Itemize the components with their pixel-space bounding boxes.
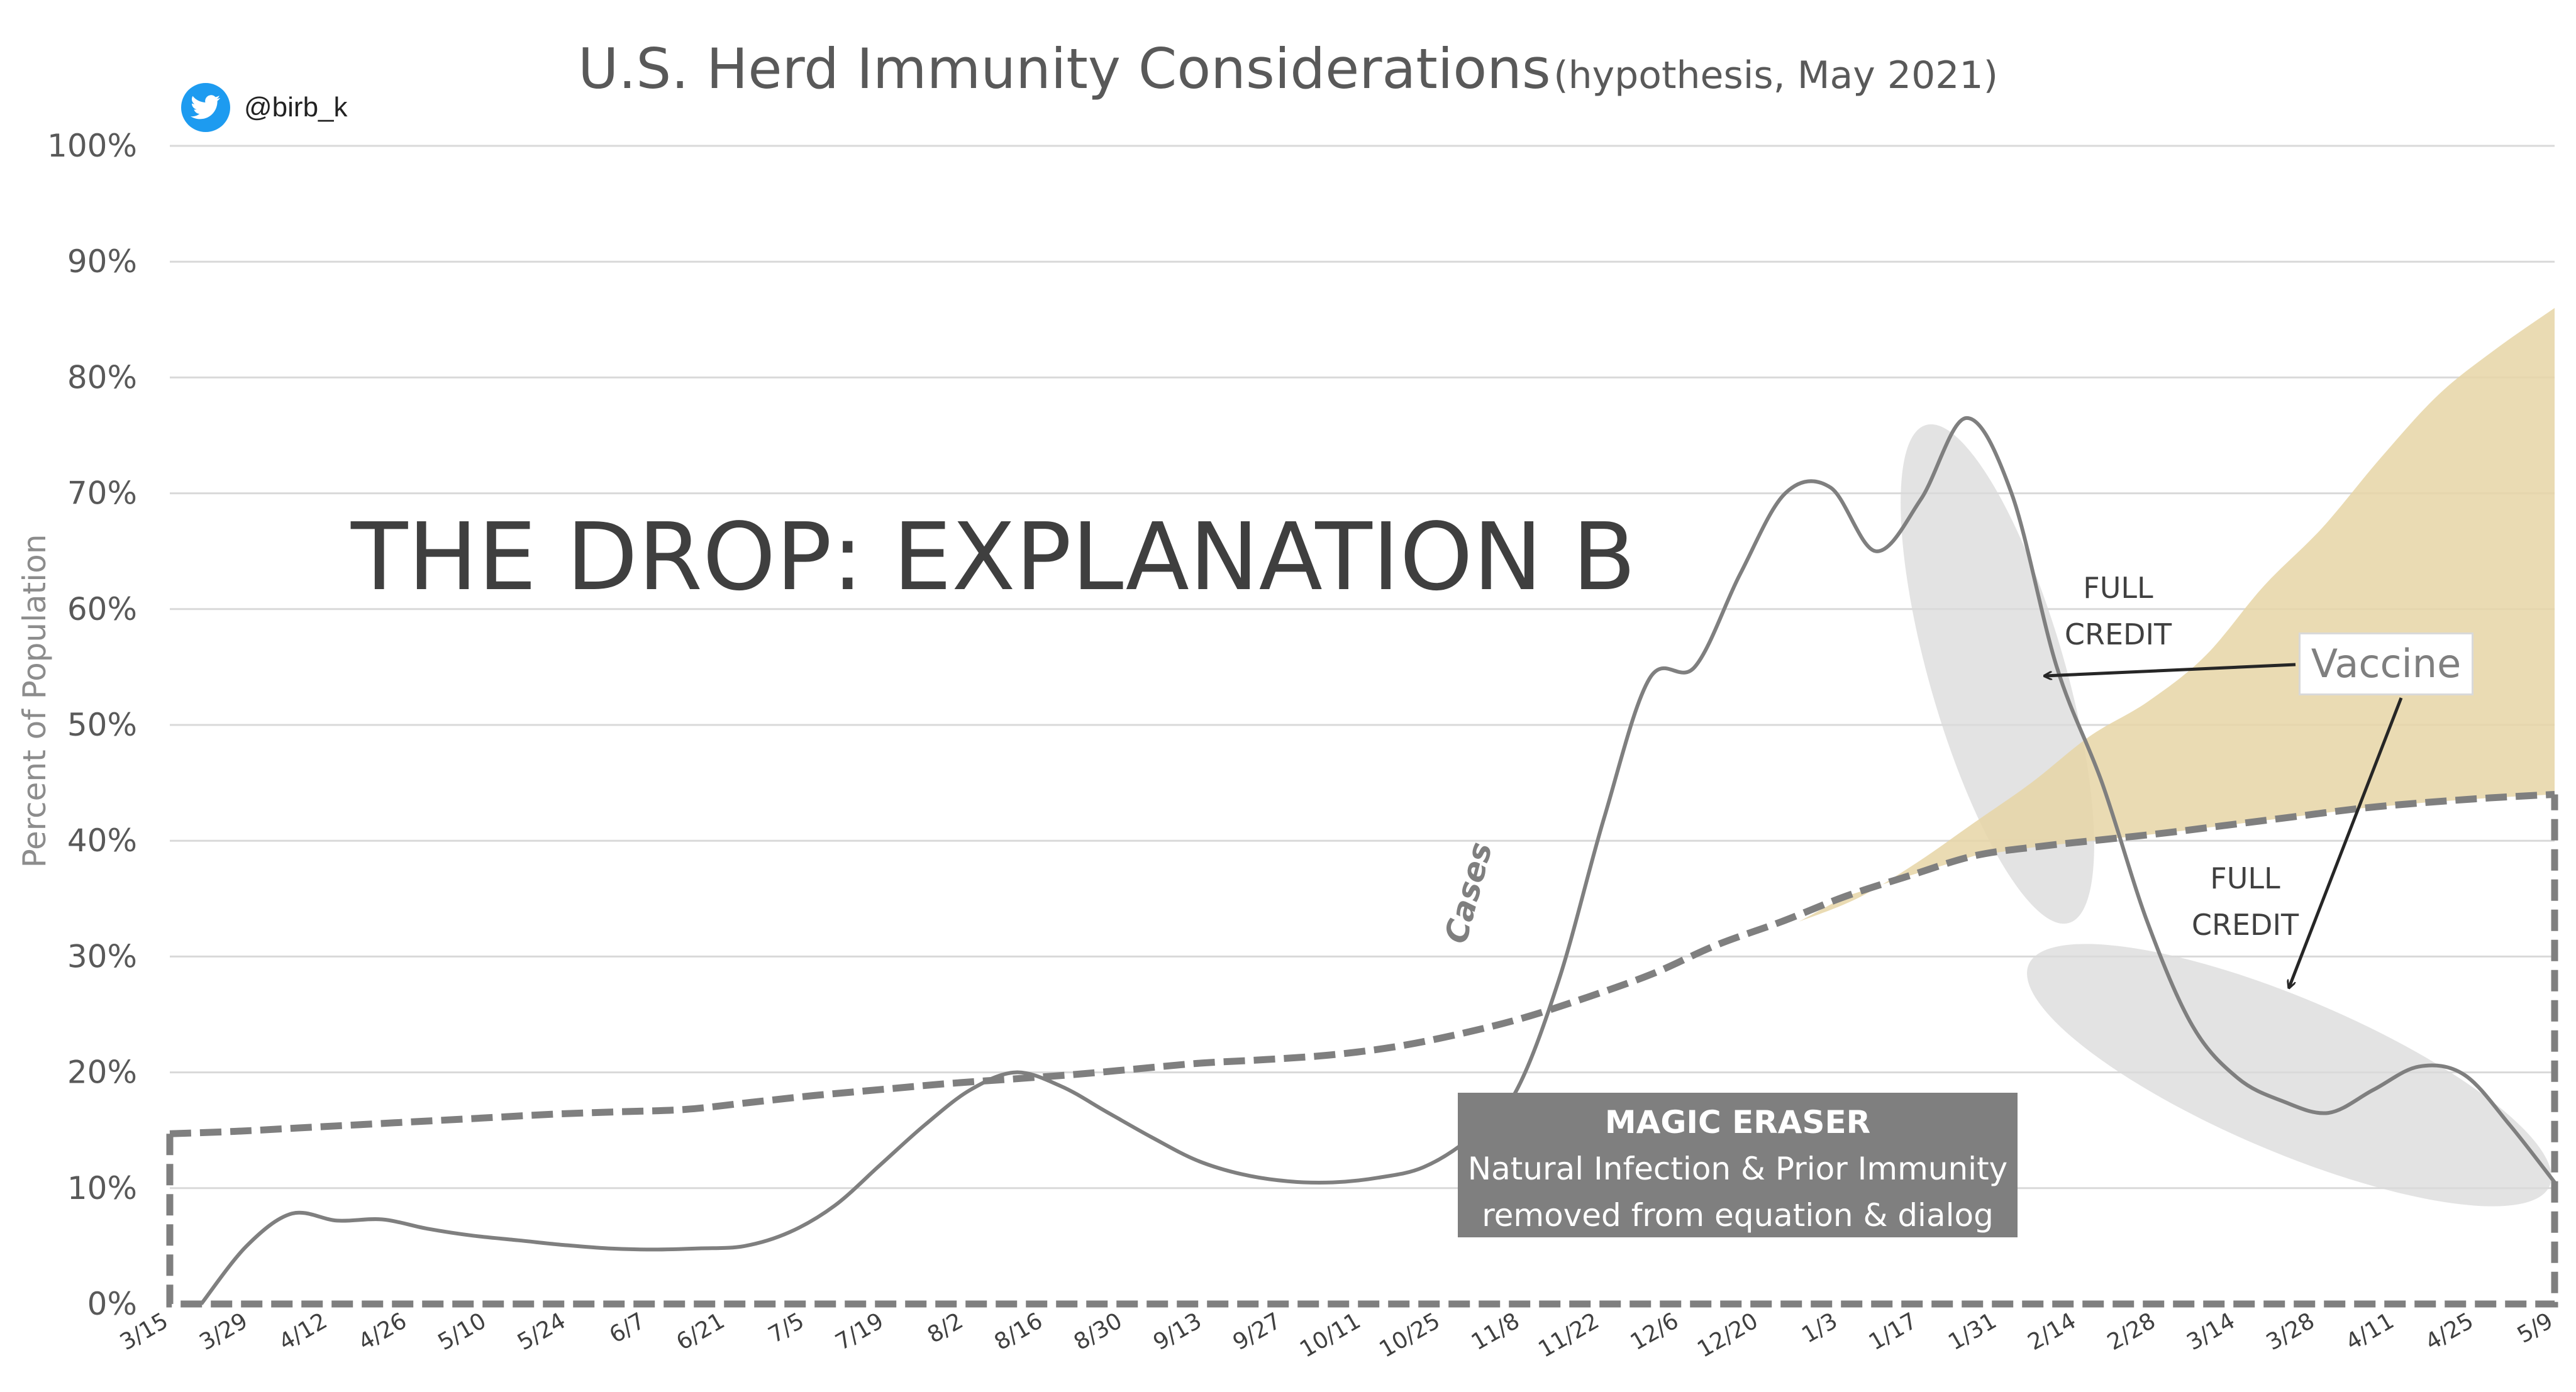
vaccine-area [1799, 307, 2555, 922]
dashed-line-layer [166, 791, 2558, 1308]
dashed-eraser-outline [166, 794, 2558, 1308]
x-tick-label: 3/28 [2262, 1308, 2319, 1356]
vaccine-area-layer [1799, 307, 2555, 922]
magic-eraser-title: MAGIC ERASER [1604, 1104, 1871, 1141]
highlight-ellipse-lower [2027, 944, 2551, 1207]
dashed-immunity-line [169, 791, 2555, 1137]
y-tick-label: 70% [67, 475, 137, 512]
x-tick-label: 10/11 [1296, 1308, 1365, 1362]
title-main: U.S. Herd Immunity Considerations [577, 36, 1551, 101]
vaccine-label-box: Vaccine [2299, 632, 2473, 695]
x-tick-label: 4/12 [275, 1308, 332, 1356]
cases-line-layer [199, 416, 2557, 1305]
x-tick-label: 3/29 [195, 1308, 252, 1356]
x-tick-label: 12/20 [1693, 1308, 1762, 1362]
y-tick-label: 30% [67, 938, 137, 975]
x-tick-label: 8/16 [990, 1308, 1047, 1356]
y-tick-label: 20% [67, 1054, 137, 1091]
x-tick-label: 9/27 [1229, 1308, 1286, 1356]
x-tick-label: 6/7 [605, 1308, 650, 1348]
twitter-handle: @birb_k [181, 83, 348, 132]
x-tick-label: 11/8 [1467, 1308, 1524, 1356]
magic-eraser-line1: Natural Infection & Prior Immunity [1467, 1151, 2008, 1187]
x-tick-label: 1/3 [1797, 1308, 1842, 1348]
full-credit-lower-label: FULL CREDIT [2191, 861, 2299, 942]
y-tick-label: 60% [67, 591, 137, 627]
x-tick-label: 7/5 [764, 1308, 809, 1348]
y-tick-label: 100% [47, 128, 137, 164]
x-tick-label: 1/17 [1865, 1308, 1922, 1356]
x-tick-label: 5/9 [2513, 1308, 2558, 1348]
arrow-to-upper-ellipse [2045, 663, 2296, 676]
x-tick-label: 4/11 [2341, 1308, 2399, 1356]
y-tick-label: 80% [67, 359, 137, 395]
handle-text: @birb_k [244, 92, 348, 123]
twitter-bird-icon [181, 83, 230, 132]
magic-eraser-box: MAGIC ERASER Natural Infection & Prior I… [1458, 1093, 2018, 1237]
y-axis-label: Percent of Population [16, 534, 53, 868]
x-tick-label: 5/10 [434, 1308, 491, 1356]
x-tick-label: 8/2 [923, 1308, 968, 1348]
x-tick-label: 12/6 [1626, 1308, 1684, 1356]
chart-title: U.S. Herd Immunity Considerations (hypot… [0, 36, 2576, 101]
x-tick-label: 2/28 [2103, 1308, 2160, 1356]
title-subtitle: (hypothesis, May 2021) [1553, 53, 1998, 97]
x-tick-label: 5/24 [513, 1308, 570, 1356]
arrow-to-lower-ellipse [2289, 697, 2403, 987]
y-tick-label: 50% [67, 707, 137, 743]
cases-line [199, 416, 2557, 1305]
y-tick-label: 90% [67, 243, 137, 280]
x-tick-label: 4/26 [354, 1308, 411, 1356]
x-tick-label: 6/21 [672, 1308, 730, 1356]
headline-label: THE DROP: EXPLANATION B [351, 503, 1636, 611]
gridlines [170, 145, 2555, 1190]
x-tick-label: 11/22 [1534, 1308, 1603, 1362]
y-tick-label: 10% [67, 1170, 137, 1207]
y-tick-label: 40% [67, 822, 137, 859]
x-tick-label: 10/25 [1375, 1308, 1445, 1362]
y-tick-label: 0% [87, 1286, 137, 1322]
magic-eraser-line2: removed from equation & dialog [1482, 1197, 1994, 1234]
x-tick-label: 4/25 [2421, 1308, 2479, 1356]
x-tick-label: 2/14 [2024, 1308, 2081, 1356]
full-credit-upper-label: FULL CREDIT [2064, 571, 2172, 651]
x-tick-label: 8/30 [1070, 1308, 1127, 1356]
x-tick-label: 9/13 [1149, 1308, 1206, 1356]
x-tick-label: 7/19 [831, 1308, 889, 1356]
x-tick-label: 1/31 [1944, 1308, 2001, 1356]
x-tick-label: 3/14 [2182, 1308, 2240, 1356]
arrow-layer [2045, 663, 2403, 987]
